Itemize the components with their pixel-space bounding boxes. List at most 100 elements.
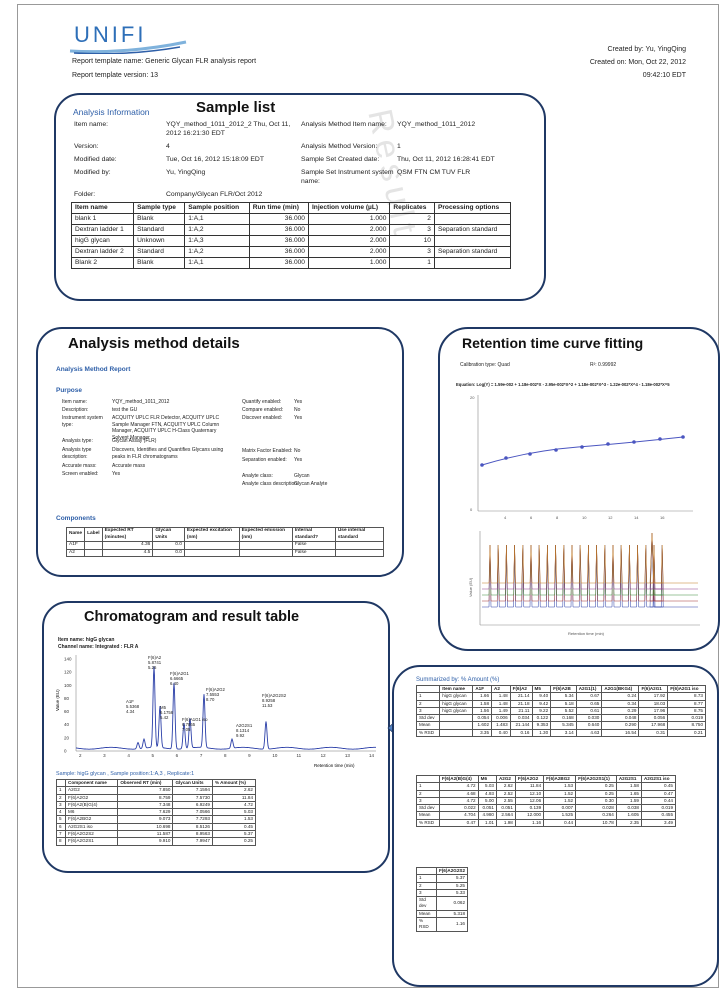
table-cell: Mean — [416, 811, 440, 820]
table-row: 2 higG glycan 1.58 1.48 21.18 9.42 5.18 0.65 0.3… — [415, 699, 706, 708]
x-tick-label: 14 — [369, 753, 375, 758]
field-label: Item name: — [74, 121, 108, 128]
created-on-value: Mon, Oct 22, 2012 — [628, 59, 686, 66]
sample-line: Sample: higG glycan , Sample position:1:… — [56, 771, 195, 777]
table-cell: 1.483 — [491, 721, 511, 730]
table-cell: 4.72 — [438, 782, 479, 791]
table-cell: 2.000 — [307, 246, 391, 258]
x-tick-label: 8 — [224, 753, 227, 758]
column-header: Glycan Units — [152, 526, 185, 543]
rt-fit-panel: Retention time curve fitting Calibration… — [438, 327, 720, 651]
table-cell: Separation standard — [433, 224, 512, 236]
table-cell: 21.144 — [509, 721, 533, 730]
table-cell: Blank — [133, 257, 186, 269]
peak-label: F(6)A2G2S2 — [262, 693, 287, 698]
table-cell: Standard — [133, 224, 186, 236]
field-label: Separation enabled: — [242, 457, 287, 463]
table-cell: higG glycan — [439, 706, 474, 716]
field-value: QSM FTN CM TUV FLR — [397, 169, 471, 176]
column-header: Item name — [439, 684, 474, 694]
column-header: Sample type — [133, 202, 186, 214]
chromatogram-panel: Chromatogram and result table Item name:… — [42, 601, 390, 873]
table-cell — [433, 213, 512, 225]
table-cell: 1.53 — [543, 782, 577, 791]
table-row: 1 higG glycan 1.66 1.48 21.14 9.40 5.34 0.67 0.2… — [415, 692, 706, 701]
table-cell: 3.49 — [640, 818, 677, 828]
table-cell: 5.25 — [435, 881, 469, 890]
y-tick-label: 20 — [64, 735, 70, 740]
table-cell: 8 — [55, 837, 67, 846]
table-cell: 1.49 — [491, 706, 511, 716]
table-cell: 0.30 — [575, 796, 617, 806]
x-tick-label: 5 — [152, 753, 155, 758]
table-cell: 1.59 — [615, 796, 642, 806]
table-cell: 8.73 — [667, 692, 706, 701]
table-row: Mean 4.704 4.980 2.564 12.000 1.525 0.264 1.605… — [416, 811, 677, 820]
table-cell: 8.75 — [667, 706, 706, 716]
column-header — [415, 684, 441, 694]
fit-point — [632, 440, 636, 444]
table-cell: 0.25 — [575, 782, 617, 791]
table-cell: 0.34 — [601, 699, 640, 708]
table-cell: 2 — [415, 699, 441, 708]
column-header: F(6)A2G2 — [514, 774, 545, 784]
table-cell: 5.318 — [435, 909, 469, 919]
column-header: F(6)A2G1 — [638, 684, 669, 694]
template-version-value: 13 — [150, 72, 159, 79]
column-header: A2G2S1 iso — [640, 774, 677, 784]
table-cell: 16.54 — [601, 728, 640, 738]
unifi-logo: UNIFI — [68, 20, 188, 55]
table-cell: 0.062 — [435, 896, 469, 911]
table-cell: Dextran ladder 2 — [70, 246, 135, 258]
table-cell: 0.44 — [640, 796, 677, 806]
svg-text:0: 0 — [470, 507, 473, 512]
column-header: Use internal standard — [334, 526, 385, 543]
fit-point — [504, 456, 508, 460]
peak-label: F(6)A1G1 iso — [182, 717, 208, 722]
table-cell: 5.345 — [550, 721, 577, 730]
report-heading: Analysis Method Report — [56, 366, 131, 373]
table-cell: 1.56 — [472, 706, 493, 716]
field-label: Folder: — [74, 191, 96, 198]
fit-point — [606, 442, 610, 446]
created-by: Created by: Yu, YingQing — [608, 45, 687, 54]
created-by-label: Created by: — [607, 46, 644, 53]
table-cell: % RSD — [415, 728, 441, 738]
table-cell: 12.10 — [514, 789, 545, 798]
created-time: 09:42:10 EDT — [642, 72, 686, 79]
table-cell: 0.019 — [640, 804, 677, 813]
table-cell: 0.006 — [491, 714, 511, 723]
field-label: Quantify enabled: — [242, 399, 282, 405]
table-cell: 1.52 — [543, 789, 577, 798]
svg-text:4: 4 — [504, 515, 507, 520]
table-cell: A2G2 — [65, 786, 119, 795]
table-row: Mean 5.318 — [416, 909, 469, 919]
table-cell: 18.03 — [638, 699, 669, 708]
field-label: Screen enabled: — [62, 471, 99, 477]
table-cell: blank 1 — [70, 213, 135, 225]
table-cell: 8.9563 — [172, 830, 213, 839]
field-value: Tue, Oct 16, 2012 15:18:09 EDT — [166, 156, 264, 163]
y-tick-label: 140 — [64, 657, 72, 662]
peak-label: 7.5553 — [206, 692, 220, 697]
svg-text:6: 6 — [530, 515, 533, 520]
field-value: Yes — [294, 457, 303, 463]
table-cell: 1:A,2 — [184, 246, 250, 258]
field-value: YQY_method_1011_2012 — [397, 121, 476, 128]
item-name-line: Item name: higG glycan — [58, 637, 115, 643]
ladder-trace — [482, 532, 698, 584]
table-cell: False — [291, 541, 336, 550]
table-cell: 3 — [416, 796, 440, 806]
column-header: Component name — [65, 778, 119, 788]
x-axis-label: Retention time (min) — [314, 763, 355, 768]
table-cell: 0.056 — [638, 714, 669, 723]
table-cell: A2 — [65, 548, 86, 558]
table-cell: 1.16 — [514, 818, 545, 828]
table-row: 5 F(6)A2BG2 9.073 7.7293 1.53 — [55, 815, 257, 824]
table-cell: 0.640 — [575, 721, 603, 730]
table-row: % RSD 1.16 — [416, 917, 469, 932]
field-value: YQY_method_1011_2012 — [112, 399, 170, 405]
y-tick-label: 80 — [64, 696, 70, 701]
panel-title: Analysis method details — [68, 335, 240, 352]
table-cell: 12.06 — [514, 796, 545, 806]
